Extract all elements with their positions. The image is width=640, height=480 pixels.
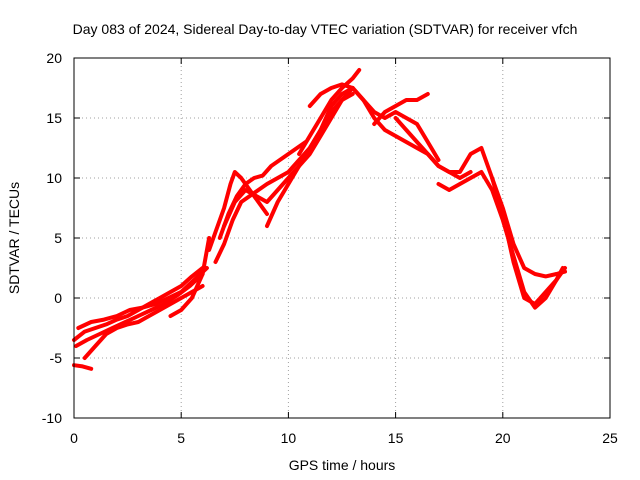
- y-tick-label: -5: [50, 350, 63, 366]
- series-track-1: [72, 266, 205, 342]
- grid: [74, 58, 610, 418]
- series-track-6: [168, 236, 212, 318]
- y-tick-label: 20: [46, 50, 62, 66]
- y-tick-label: 0: [54, 290, 62, 306]
- series-track-8: [213, 86, 355, 264]
- series-track-18: [490, 176, 567, 279]
- series-track-3: [72, 363, 94, 371]
- series-track-7: [207, 170, 269, 252]
- x-tick-label: 25: [602, 430, 618, 446]
- x-axis-label: GPS time / hours: [289, 457, 396, 473]
- x-tick-label: 10: [281, 430, 297, 446]
- x-tick-label: 0: [70, 430, 78, 446]
- series-track-10: [222, 86, 355, 228]
- series-track-4: [82, 284, 205, 360]
- chart-title: Day 083 of 2024, Sidereal Day-to-day VTE…: [73, 21, 578, 37]
- series-track-17: [436, 170, 567, 310]
- series-track-13: [307, 82, 441, 162]
- x-tick-label: 15: [388, 430, 404, 446]
- y-tick-label: 10: [46, 170, 62, 186]
- x-tick-label: 5: [177, 430, 185, 446]
- y-tick-label: -10: [42, 410, 62, 426]
- y-axis-label: SDTVAR / TECUs: [6, 182, 22, 294]
- x-tick-label: 20: [495, 430, 511, 446]
- y-tick-label: 5: [54, 230, 62, 246]
- y-tick-label: 15: [46, 110, 62, 126]
- series-track-12: [297, 68, 362, 156]
- series-track-15: [372, 92, 430, 126]
- series-group: [72, 68, 567, 371]
- series-track-16: [393, 116, 565, 306]
- series-track-11: [265, 92, 355, 228]
- plot-frame: [73, 57, 611, 419]
- series-track-5: [76, 266, 209, 330]
